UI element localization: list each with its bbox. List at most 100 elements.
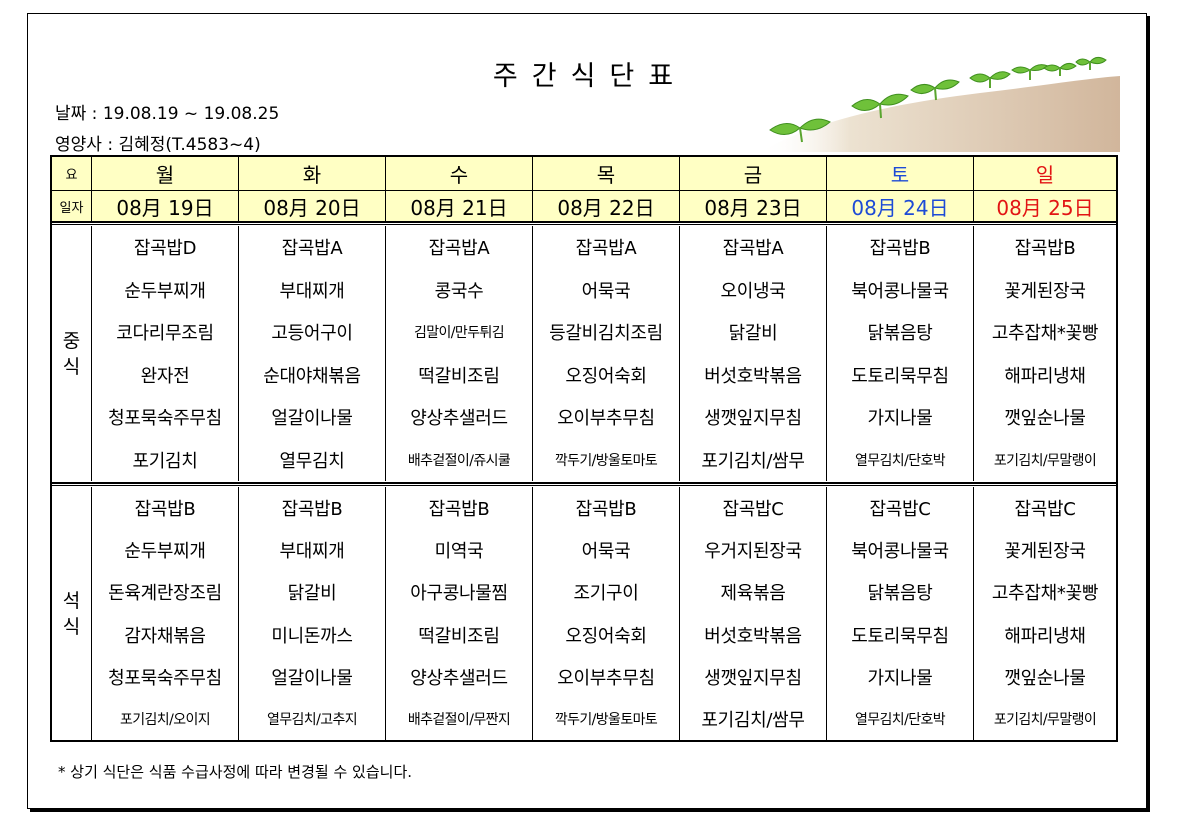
menu-item: 오징어숙회 (565, 365, 647, 387)
menu-item: 꽃게된장국 (1004, 541, 1086, 563)
lunch-day-column: 잡곡밥D 순두부찌개 코다리무조림 완자전 청포묵숙주무침 포기김치 (92, 226, 239, 481)
menu-item: 우거지된장국 (704, 541, 802, 563)
menu-item: 포기김치/쌈무 (701, 450, 805, 472)
menu-item: 미니돈까스 (271, 625, 353, 647)
dinner-day-column: 잡곡밥B 순두부찌개 돈육계란장조림 감자채볶음 청포묵숙주무침 포기김치/오이지 (92, 487, 239, 740)
dinner-day-column: 잡곡밥C 우거지된장국 제육볶음 버섯호박볶음 생깻잎지무침 포기김치/쌈무 (680, 487, 827, 740)
menu-item: 잡곡밥B (1014, 238, 1076, 260)
lunch-day-column: 잡곡밥A 부대찌개 고등어구이 순대야채볶음 얼갈이나물 열무김치 (239, 226, 386, 481)
menu-item: 깻잎순나물 (1004, 667, 1086, 689)
menu-item: 열무김치/고추지 (266, 711, 358, 728)
menu-item: 잡곡밥A (428, 238, 490, 260)
menu-item: 잡곡밥D (133, 238, 197, 260)
date-mon: 08月 19日 (92, 191, 239, 221)
menu-item: 열무김치/단호박 (854, 711, 946, 728)
menu-item: 포기김치/쌈무 (701, 709, 805, 731)
menu-item: 아구콩나물찜 (410, 583, 508, 605)
menu-item: 부대찌개 (279, 280, 345, 302)
menu-item: 가지나물 (867, 408, 933, 430)
date-sun: 08月 25日 (974, 191, 1116, 221)
lunch-day-column: 잡곡밥A 어묵국 등갈비김치조림 오징어숙회 오이부추무침 깍두기/방울토마토 (533, 226, 680, 481)
day-header-row: 요 월 화 수 목 금 토 일 (52, 157, 1116, 190)
menu-item: 오이부추무침 (557, 667, 655, 689)
day-sun: 일 (974, 157, 1116, 190)
menu-item: 잡곡밥B (134, 499, 196, 521)
menu-item: 닭갈비 (287, 583, 337, 605)
dinner-label: 석식 (52, 487, 92, 740)
menu-item: 제육볶음 (720, 583, 786, 605)
menu-item: 버섯호박볶음 (704, 365, 802, 387)
divider (52, 482, 1116, 484)
menu-item: 잡곡밥A (722, 238, 784, 260)
date-label: 일자 (52, 191, 92, 221)
date-header-row: 일자 08月 19日 08月 20日 08月 21日 08月 22日 08月 2… (52, 191, 1116, 221)
menu-item: 떡갈비조림 (418, 365, 500, 387)
menu-item: 배추겉절이/무짠지 (407, 711, 511, 728)
date-tue: 08月 20日 (239, 191, 386, 221)
day-label: 요 (52, 157, 92, 190)
menu-item: 잡곡밥A (575, 238, 637, 260)
menu-item: 순두부찌개 (124, 541, 206, 563)
date-thu: 08月 22日 (533, 191, 680, 221)
lunch-label: 중식 (52, 226, 92, 481)
day-sat: 토 (827, 157, 974, 190)
day-fri: 금 (680, 157, 827, 190)
day-wed: 수 (386, 157, 533, 190)
menu-item: 닭볶음탕 (867, 323, 933, 345)
menu-item: 열무김치 (279, 450, 345, 472)
menu-item: 완자전 (140, 365, 190, 387)
menu-item: 잡곡밥C (869, 499, 931, 521)
menu-item: 돈육계란장조림 (108, 583, 222, 605)
menu-item: 감자채볶음 (124, 625, 206, 647)
menu-item: 조기구이 (573, 583, 639, 605)
menu-item: 오이냉국 (720, 280, 786, 302)
menu-item: 포기김치/무말랭이 (993, 711, 1097, 728)
menu-item: 잡곡밥B (428, 499, 490, 521)
menu-item: 등갈비김치조림 (549, 323, 663, 345)
divider (52, 224, 1116, 225)
menu-item: 도토리묵무침 (851, 625, 949, 647)
menu-item: 순두부찌개 (124, 280, 206, 302)
menu-item: 닭갈비 (728, 323, 778, 345)
menu-item: 양상추샐러드 (410, 408, 508, 430)
menu-item: 도토리묵무침 (851, 365, 949, 387)
menu-item: 버섯호박볶음 (704, 625, 802, 647)
menu-item: 잡곡밥B (575, 499, 637, 521)
divider (52, 190, 1116, 191)
dinner-section: 석식 잡곡밥B 순두부찌개 돈육계란장조림 감자채볶음 청포묵숙주무침 포기김치/오이지 잡… (52, 487, 1116, 740)
menu-item: 북어콩나물국 (851, 541, 949, 563)
date-range: 날짜 : 19.08.19 ~ 19.08.25 (55, 104, 280, 124)
footnote: * 상기 식단은 식품 수급사정에 따라 변경될 수 있습니다. (58, 763, 413, 781)
menu-item: 양상추샐러드 (410, 667, 508, 689)
nutritionist-info: 영양사 : 김혜정(T.4583~4) (55, 135, 261, 155)
divider (52, 485, 1116, 486)
menu-item: 배추겉절이/쥬시쿨 (407, 452, 511, 469)
menu-item: 고추잡채*꽃빵 (991, 323, 1099, 345)
divider (52, 221, 1116, 223)
menu-item: 열무김치/단호박 (854, 452, 946, 469)
menu-item: 잡곡밥A (281, 238, 343, 260)
lunch-section: 중식 잡곡밥D 순두부찌개 코다리무조림 완자전 청포묵숙주무침 포기김치 잡곡밥A 부대찌개… (52, 226, 1116, 481)
menu-item: 깻잎순나물 (1004, 408, 1086, 430)
menu-item: 고등어구이 (271, 323, 353, 345)
menu-item: 어묵국 (581, 541, 631, 563)
menu-item: 북어콩나물국 (851, 280, 949, 302)
menu-item: 청포묵숙주무침 (108, 408, 222, 430)
date-wed: 08月 21日 (386, 191, 533, 221)
menu-item: 생깻잎지무침 (704, 408, 802, 430)
menu-item: 얼갈이나물 (271, 408, 353, 430)
menu-item: 콩국수 (434, 280, 484, 302)
menu-item: 포기김치/오이지 (119, 711, 211, 728)
menu-item: 잡곡밥B (281, 499, 343, 521)
menu-item: 꽃게된장국 (1004, 280, 1086, 302)
menu-item: 미역국 (434, 541, 484, 563)
menu-item: 잡곡밥B (869, 238, 931, 260)
menu-item: 해파리냉채 (1004, 365, 1086, 387)
menu-item: 포기김치/무말랭이 (993, 452, 1097, 469)
menu-item: 오이부추무침 (557, 408, 655, 430)
menu-item: 가지나물 (867, 667, 933, 689)
menu-item: 김말이/만두튀김 (413, 325, 505, 342)
